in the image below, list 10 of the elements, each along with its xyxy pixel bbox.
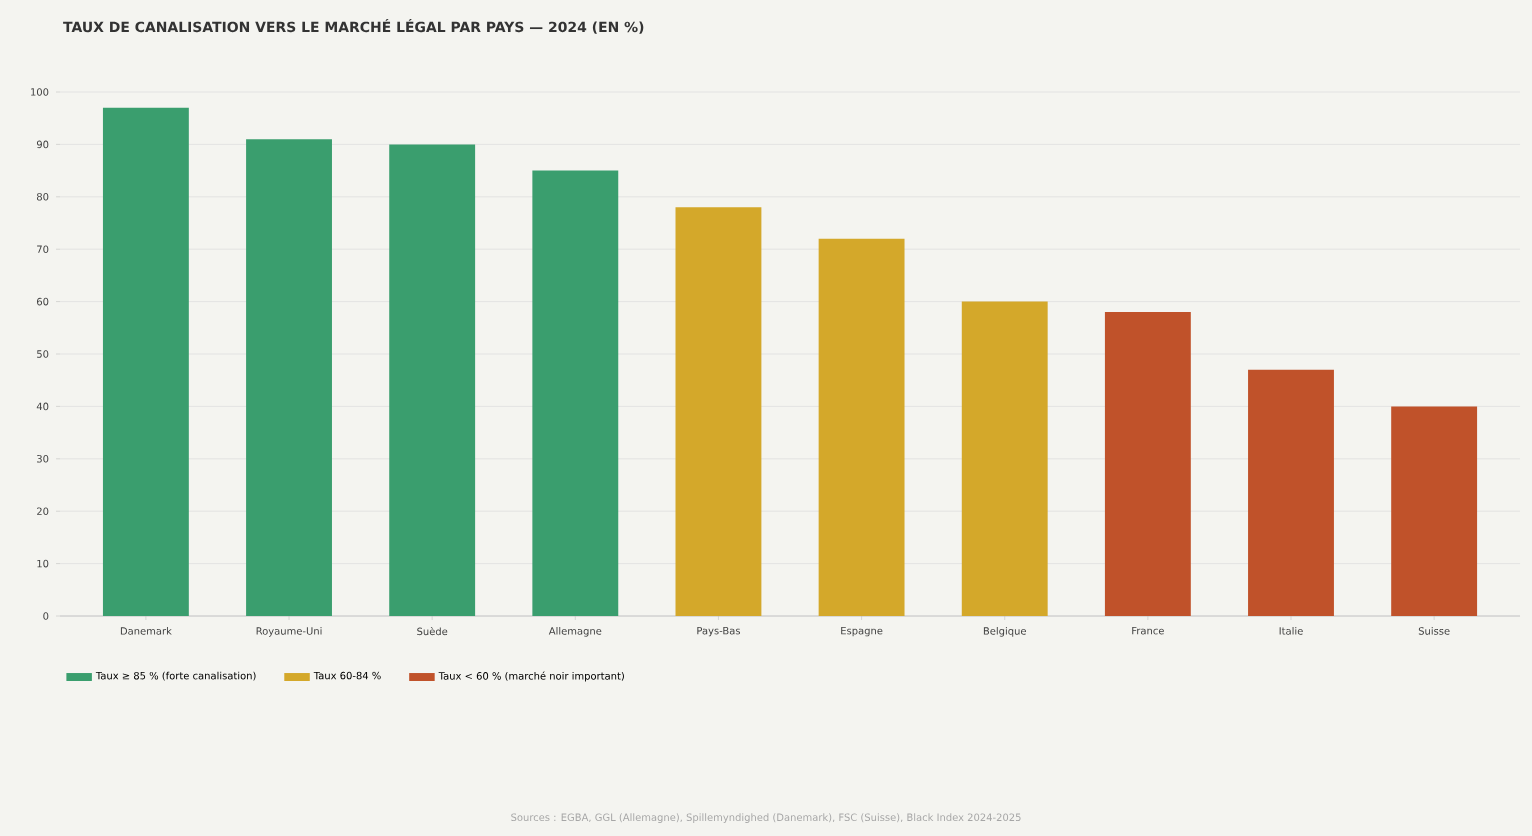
bar xyxy=(1248,369,1334,617)
bar xyxy=(961,301,1048,617)
bar xyxy=(1391,406,1478,617)
bar xyxy=(532,170,619,617)
bar xyxy=(675,207,762,617)
bar xyxy=(246,139,332,617)
bar xyxy=(389,144,476,617)
bar xyxy=(818,238,905,617)
bar xyxy=(1104,312,1191,617)
bar xyxy=(102,107,189,617)
